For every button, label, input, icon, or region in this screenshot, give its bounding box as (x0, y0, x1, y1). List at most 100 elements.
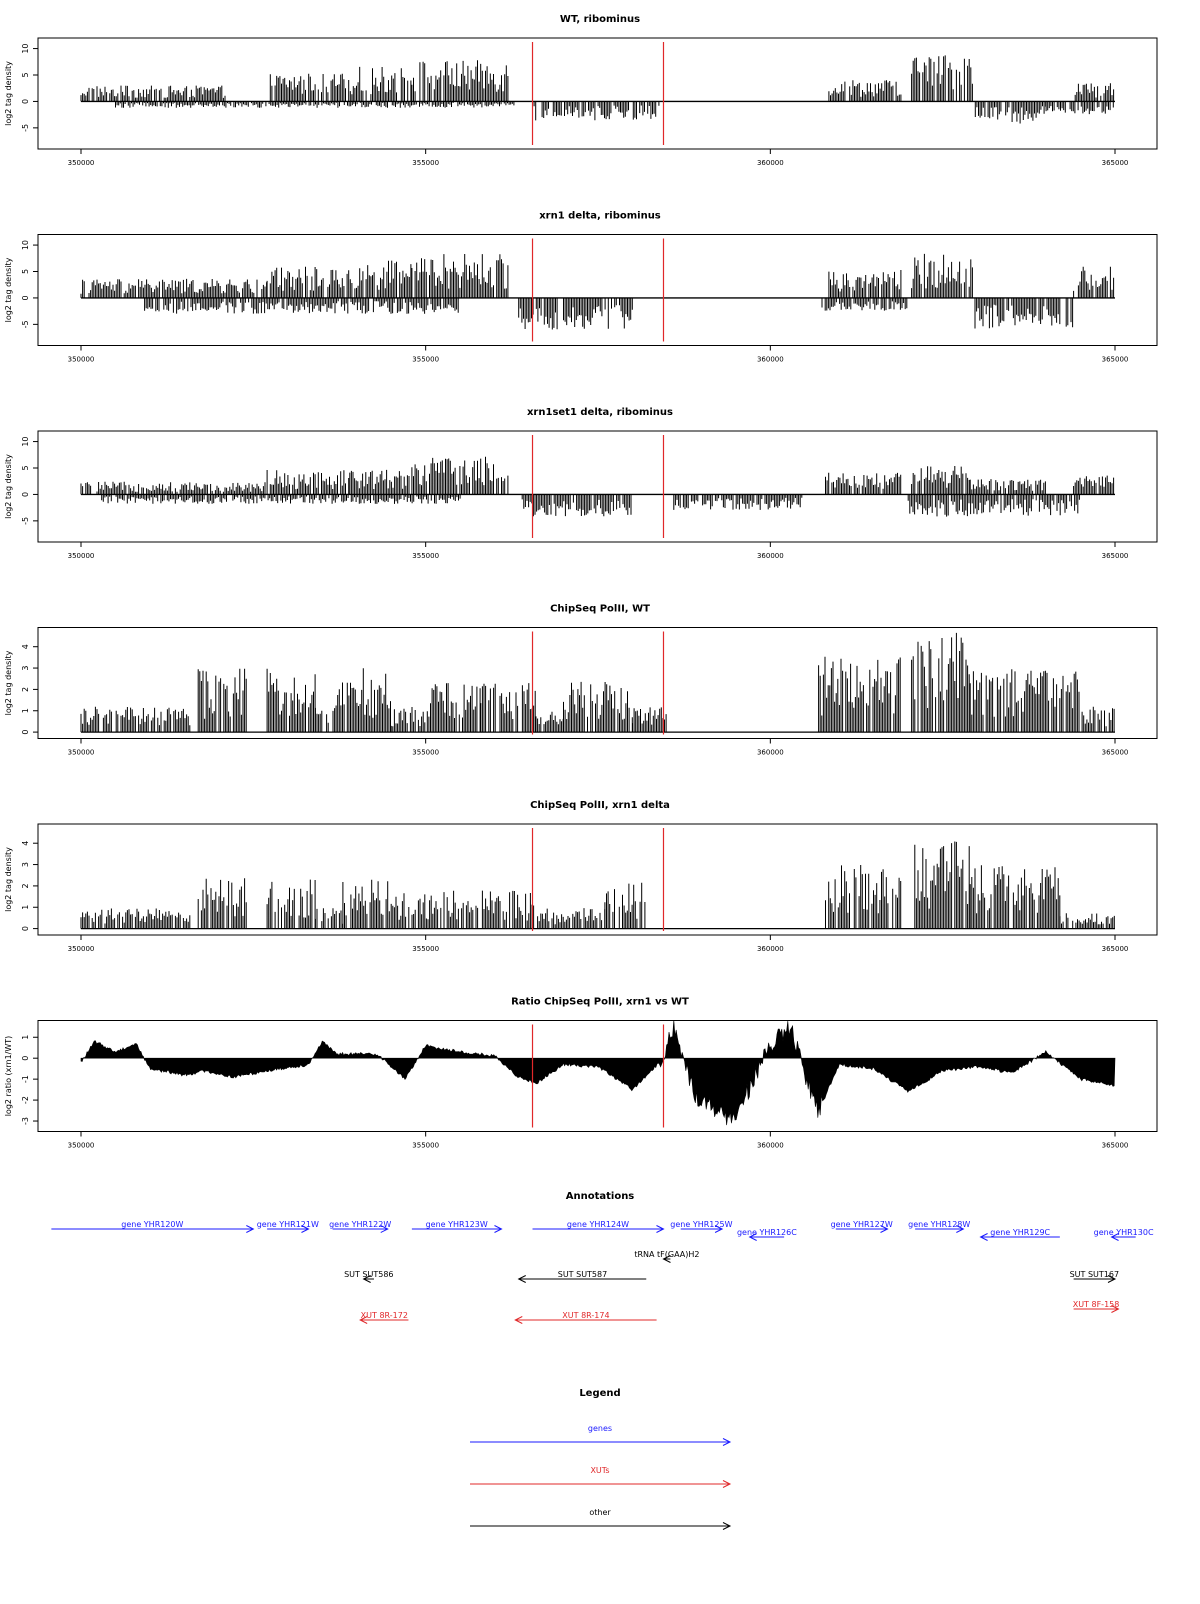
chart-title: ChipSeq PolII, xrn1 delta (530, 800, 670, 811)
y-axis-label: log2 tag density (4, 650, 13, 715)
feature-other: SUT SUT586 (344, 1270, 394, 1283)
plot-frame (37, 234, 1158, 346)
feature-label: gene YHR123W (426, 1220, 488, 1229)
x-tick-label: 355000 (412, 945, 439, 953)
data-bar-cluster (335, 668, 391, 733)
feature-label: SUT SUT587 (558, 1270, 607, 1279)
data-bar-cluster (197, 878, 247, 929)
data-bar-cluster (974, 101, 1047, 124)
feature-arrow-head (656, 1225, 665, 1233)
x-tick-label: 360000 (757, 356, 784, 364)
y-tick-label: 0 (21, 492, 30, 497)
feature-arrow-head (979, 1233, 988, 1241)
ratio-area (80, 1019, 1116, 1126)
y-tick-label: -5 (21, 124, 30, 132)
data-bar-cluster (818, 656, 901, 733)
chart-panel-3: xrn1set1 delta, ribominus log2 tag densit… (4, 407, 1158, 560)
data-bar-cluster (1081, 706, 1115, 733)
data-bar-cluster (266, 266, 353, 298)
y-tick-label: 5 (21, 465, 30, 470)
x-tick-label: 350000 (68, 552, 95, 560)
feature-arrow-head (494, 1225, 503, 1233)
data-bar-cluster (80, 908, 191, 929)
data-bar-cluster (80, 481, 266, 495)
y-tick-label: 10 (21, 436, 30, 446)
feature-arrow-head (956, 1225, 965, 1233)
legend-title: Legend (579, 1388, 620, 1399)
feature-arrow-head (1110, 1233, 1119, 1241)
chart-panel-1: WT, ribominus log2 tag density -5 0 5 10 35000… (4, 14, 1158, 167)
feature-arrow-head (246, 1225, 255, 1233)
y-tick-label: 0 (21, 295, 30, 300)
data-bar-cluster (911, 55, 973, 102)
legend-item-2: other (470, 1508, 732, 1530)
series-plus (80, 456, 1115, 495)
y-tick-label: 10 (21, 43, 30, 53)
legend-item-label: XUTs (590, 1466, 609, 1475)
series-plus (80, 632, 1115, 733)
plot-frame (37, 37, 1158, 150)
data-bar-cluster (911, 466, 970, 495)
feature-label: XUT 8R-172 (361, 1311, 408, 1320)
y-axis-label: log2 tag density (4, 847, 13, 912)
y-tick-label: -3 (21, 1117, 30, 1125)
y-tick-label: -1 (21, 1075, 30, 1083)
data-bar-cluster (144, 297, 459, 314)
data-bar-cluster (342, 879, 390, 929)
data-bar-cluster (266, 879, 316, 929)
data-bar-cluster (969, 669, 1080, 733)
y-tick-label: 1 (21, 1035, 30, 1040)
legend-panel: Legend genes XUTs other (470, 1388, 732, 1530)
feature-gene: gene YHR130C (1094, 1228, 1154, 1241)
data-bar-cluster (969, 479, 1046, 495)
y-tick-label: 3 (21, 666, 30, 671)
chart-title: xrn1 delta, ribominus (539, 211, 661, 222)
data-bars (80, 841, 1115, 929)
legend-arrow-head (722, 1438, 732, 1446)
feature-label: XUT 8R-174 (562, 1311, 609, 1320)
plot-frame (37, 430, 1158, 543)
data-bar-cluster (828, 80, 902, 102)
data-bars (80, 55, 1115, 124)
data-bar-cluster (411, 60, 509, 102)
y-tick-label: 5 (21, 269, 30, 274)
data-bar-cluster (352, 66, 412, 102)
y-tick-label: 10 (21, 240, 30, 250)
data-bar-cluster (101, 494, 461, 504)
x-tick-label: 350000 (68, 159, 95, 167)
data-bar-cluster (914, 841, 970, 929)
feature-label: gene YHR120W (121, 1220, 183, 1229)
y-axis-label: log2 tag density (4, 61, 13, 126)
annotations-panel: Annotations gene YHR120W gene YHR121W gene … (51, 1191, 1154, 1324)
feature-xut: XUT 8F-158 (1073, 1300, 1120, 1313)
y-tick-label: 0 (21, 926, 30, 931)
feature-arrow-head (1107, 1275, 1117, 1283)
feature-arrow-head (662, 1255, 671, 1263)
feature-gene: gene YHR125W (670, 1220, 733, 1233)
data-bar-cluster (1074, 83, 1115, 102)
feature-arrow-head (1111, 1305, 1120, 1313)
x-tick-label: 355000 (412, 1142, 439, 1150)
x-tick-label: 350000 (68, 749, 95, 757)
data-bar-cluster (907, 494, 1080, 517)
data-bar-cluster (828, 270, 902, 298)
y-tick-label: 5 (21, 72, 30, 77)
series-minus (115, 101, 1114, 124)
feature-label: gene YHR129C (990, 1228, 1050, 1237)
data-bar-cluster (390, 707, 426, 733)
chart-title: Ratio ChipSeq PolII, xrn1 vs WT (511, 997, 689, 1008)
data-bar-cluster (825, 472, 902, 495)
data-bar-cluster (911, 632, 970, 733)
legend-arrow-head (722, 1480, 732, 1488)
x-tick-label: 365000 (1102, 552, 1129, 560)
feature-label: SUT SUT586 (344, 1270, 393, 1279)
x-tick-label: 355000 (412, 749, 439, 757)
feature-gene: gene YHR123W (411, 1220, 503, 1233)
feature-gene: gene YHR121W (257, 1220, 319, 1233)
series-plus (80, 253, 1115, 298)
y-tick-label: 1 (21, 708, 30, 713)
feature-label: SUT SUT167 (1070, 1270, 1119, 1279)
data-bar-cluster (80, 85, 226, 102)
legend-item-1: XUTs (470, 1466, 732, 1488)
chart-panel-4: ChipSeq PolII, WT log2 tag density 0 1 2 3 4 35… (4, 604, 1158, 757)
